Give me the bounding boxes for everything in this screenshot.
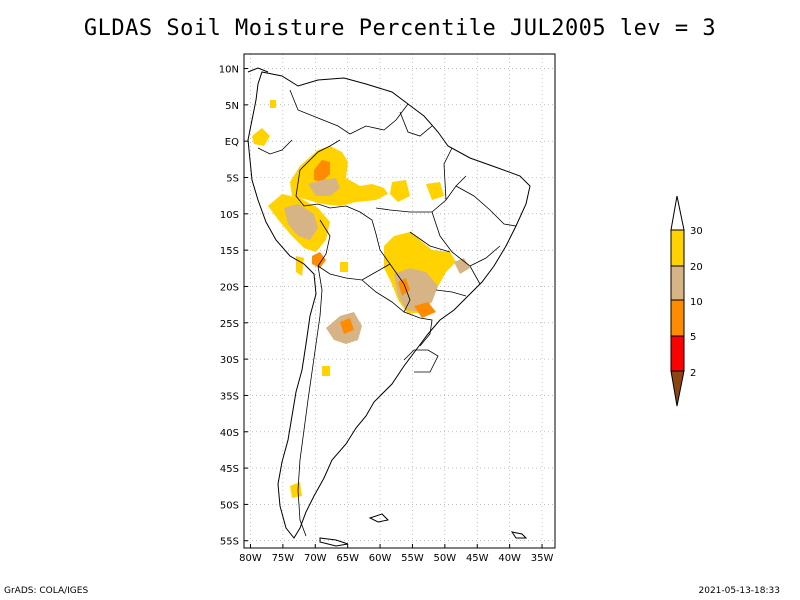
shade-amazon-tan [308,178,340,196]
brazil-states-7 [435,289,467,297]
legend-cap-top [670,195,685,231]
lon-tick-label: 60W [369,553,392,564]
border-uruguay [403,349,439,373]
border-colombia-brazil [299,139,341,171]
brazil-states-1 [375,175,467,213]
falklands [368,513,390,523]
lon-tick-label: 35W [531,553,554,564]
lat-tick-label: 50S [220,500,239,511]
brazil-states-3 [455,185,517,227]
longitude-tick-labels: 80W 75W 70W 65W 60W 55W 50W 45W 40W 35W [239,553,553,564]
border-peru-bolivia [317,219,331,267]
lon-tick-label: 40W [498,553,521,564]
lon-tick-label: 70W [304,553,327,564]
lat-tick-label: 35S [220,391,239,402]
lat-tick-label: 10S [220,210,239,221]
map-frame [243,53,556,549]
legend-label-30: 30 [690,226,703,237]
legend-band-5-10 [670,299,685,337]
border-bolivia-brazil [345,205,391,265]
border-bolivia-south [317,263,391,281]
continent-outline [247,67,531,547]
shade-amazon-yellow [290,146,388,206]
shade-patagonia [290,482,302,498]
legend-label-10: 10 [690,297,703,308]
lat-tick-label: 5N [225,101,239,112]
lat-tick-label: 20S [220,282,239,293]
south-america-coastline [247,71,531,539]
legend-label-20: 20 [690,262,703,273]
gridlines [244,54,555,548]
border-argentina-brazil [403,311,433,347]
border-ecuador-peru [257,139,293,155]
brazil-states-4 [443,147,453,201]
lon-tick-label: 65W [336,553,359,564]
border-venezuela-brazil [349,103,409,135]
lat-tick-label: 15S [220,246,239,257]
lat-tick-label: 25S [220,319,239,330]
shade-parana-orange [414,302,436,318]
lat-tick-label: 5S [226,174,239,185]
shade-amazon-orange [314,160,330,182]
border-guianas [399,111,433,137]
tierra-del-fuego [319,537,349,547]
east-island [510,531,528,539]
lon-tick-label: 80W [239,553,262,564]
shade-argentina-orange [340,318,354,334]
legend-band-2-5 [670,335,685,372]
color-legend: 30 20 10 5 2 [670,195,703,407]
lat-tick-label: EQ [225,137,239,148]
shade-chile-coast [296,256,304,276]
latitude-tick-labels: 10N 5N EQ 5S 10S 15S 20S 25S 30S 35S 40S 45S 50S 55S [219,65,239,548]
shade-minas [454,258,470,274]
lon-tick-label: 45W [466,553,489,564]
border-peru-brazil [295,169,347,209]
legend-band-10-20 [670,265,685,301]
lon-tick-label: 50W [434,553,457,564]
shade-venezuela [270,100,276,108]
brazil-states-6 [409,231,451,253]
border-colombia-venezuela [289,89,351,135]
shade-para-east [426,182,444,200]
legend-label-2: 2 [690,368,696,379]
lon-tick-label: 55W [401,553,424,564]
percentile-shading [252,100,470,498]
legend-label-5: 5 [690,332,696,343]
lat-tick-label: 40S [220,428,239,439]
cuba-coast-fragment [247,67,269,73]
brazil-states-5 [469,245,501,267]
shade-peru-orange [312,252,326,268]
lat-tick-label: 10N [219,65,239,76]
shade-ecuador-coast [252,128,270,146]
legend-band-20-30 [670,229,685,267]
lat-tick-label: 55S [220,537,239,548]
map-title: GLDAS Soil Moisture Percentile JUL2005 l… [83,16,717,41]
brazil-states-2 [431,211,481,285]
country-borders [257,89,517,537]
border-chile-argentina [297,265,323,537]
shade-peru-tan [284,204,318,240]
lon-tick-label: 75W [272,553,295,564]
grads-credit: GrADS: COLA/IGES [4,586,89,596]
plot-timestamp: 2021-05-13-18:33 [698,586,781,596]
shade-argentina-south [322,366,330,376]
legend-cap-bottom [670,370,685,407]
shade-para [390,180,410,202]
shade-bolivia-dots [340,262,348,272]
lat-tick-label: 30S [220,355,239,366]
lat-tick-label: 45S [220,464,239,475]
